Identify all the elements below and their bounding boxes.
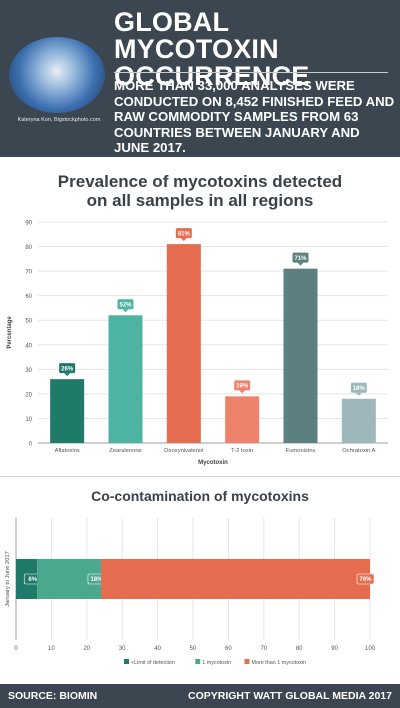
x-tick-label: Zearalenone (109, 448, 142, 454)
co-contamination-bar-chart: 0 10 20 30 40 50 60 70 80 90 100 January to June 20… (5, 518, 376, 666)
header-divider (114, 72, 388, 73)
legend-swatch (244, 659, 250, 664)
x-tick-label: 60 (225, 646, 232, 652)
data-label: 52% (119, 303, 132, 309)
x-tick-label: Fumonisins (286, 448, 316, 454)
y-tick-label: 90 (25, 221, 32, 227)
data-label-pointer (180, 238, 187, 242)
data-label-pointer (64, 373, 71, 377)
bar (225, 396, 260, 443)
prevalence-bar-chart: 0 10 20 30 40 50 60 70 80 90 26% Aflatoxins 52% Zeara… (7, 221, 388, 466)
copyright-label: COPYRIGHT WATT GLOBAL MEDIA 2017 (188, 690, 392, 702)
bar (50, 379, 85, 443)
chart2-title: Co-contamination of mycotoxins (91, 488, 309, 504)
bar (166, 244, 201, 443)
page-subtitle: MORE THAN 33,000 ANALYSES WERE CONDUCTED… (114, 78, 395, 155)
y-tick-label: 50 (25, 319, 32, 325)
x-axis-title: Mycotoxin (198, 460, 228, 466)
page-title-line2: OCCURRENCE (114, 61, 310, 91)
x-tick-label: Ochratoxin A (342, 448, 375, 454)
y-tick-label: 40 (25, 343, 32, 349)
legend-swatch (195, 659, 201, 664)
data-label-bg (356, 573, 375, 585)
chart1-title-line2: on all samples in all regions (86, 191, 314, 210)
x-tick-label: 70 (260, 646, 267, 652)
data-label-bg (59, 363, 76, 374)
x-tick-label: Deoxynivalenol (164, 448, 203, 454)
y-tick-label: 60 (25, 294, 32, 300)
source-label: SOURCE: BIOMIN (8, 690, 98, 702)
y-tick-label: 30 (25, 368, 32, 374)
x-tick-label: 10 (48, 646, 55, 652)
data-label-bg (350, 382, 367, 393)
x-tick-label: 20 (83, 646, 90, 652)
data-label: 6% (28, 577, 37, 583)
y-tick-label: 80 (25, 245, 32, 251)
legend-swatch (124, 659, 129, 664)
data-label: 18% (353, 386, 366, 392)
y-axis-title: Percentage (7, 316, 13, 349)
y-tick-label: 20 (25, 392, 32, 398)
chart1-title: Prevalence of mycotoxins detected on all… (0, 172, 400, 210)
x-tick-label: 40 (154, 646, 161, 652)
photo-credit: Kateryna Kon, Bigstockphoto.com (17, 117, 101, 123)
y-tick-label: 70 (25, 270, 32, 276)
page-title-line1: GLOBAL MYCOTOXIN (114, 7, 279, 64)
bar (108, 315, 143, 443)
x-tick-label: 50 (190, 646, 197, 652)
data-label: 81% (178, 231, 191, 237)
x-tick-label: T-2 toxin (231, 448, 253, 454)
x-tick-label: 90 (331, 646, 338, 652)
header-banner: Kateryna Kon, Bigstockphoto.com GLOBAL M… (0, 0, 400, 157)
data-label: 18% (90, 577, 103, 583)
x-tick-label: 100 (365, 646, 376, 652)
data-label-bg (234, 380, 251, 391)
data-label: 26% (61, 366, 74, 372)
data-label-pointer (122, 309, 129, 313)
x-tick-label: 30 (119, 646, 126, 652)
data-label-pointer (239, 390, 246, 394)
legend-label: More than 1 mycotoxin (252, 660, 307, 666)
legend-label: 1 mycotoxin (202, 660, 231, 666)
x-tick-label: Aflatoxins (55, 448, 80, 454)
y-tick-label: January to June 2017 (5, 551, 11, 607)
data-label-pointer (297, 262, 304, 266)
data-label-bg (175, 228, 192, 239)
data-label: 76% (359, 577, 372, 583)
data-label-bg (292, 252, 309, 263)
page-title: GLOBAL MYCOTOXIN OCCURRENCE (114, 9, 396, 90)
legend-label: <Limit of detection (131, 660, 175, 666)
data-label-pointer (355, 392, 362, 396)
x-tick-label: 80 (296, 646, 303, 652)
chart1-title-line1: Prevalence of mycotoxins detected (57, 172, 343, 191)
bar-segment (100, 559, 371, 599)
y-tick-label: 0 (29, 442, 33, 448)
data-label: 19% (236, 384, 249, 390)
mycotoxin-photo (9, 37, 105, 113)
data-label-bg (117, 299, 134, 310)
section-divider (0, 476, 400, 477)
bar (283, 268, 318, 443)
footer-bar: SOURCE: BIOMIN COPYRIGHT WATT GLOBAL MED… (0, 684, 400, 708)
x-tick-label: 0 (14, 646, 18, 652)
y-tick-label: 10 (25, 417, 32, 423)
data-label: 71% (294, 256, 307, 262)
bar (341, 398, 376, 443)
